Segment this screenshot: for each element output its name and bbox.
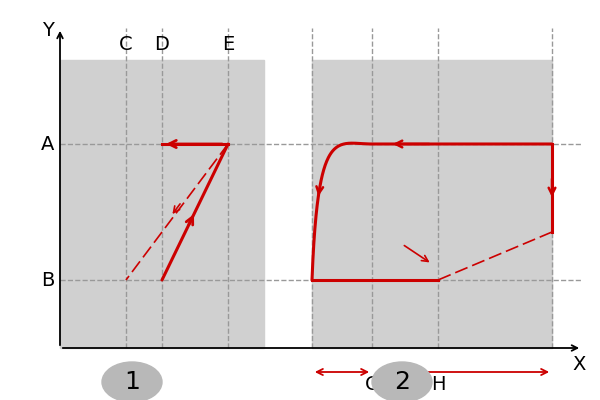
Ellipse shape: [102, 362, 162, 400]
Text: Y: Y: [42, 21, 54, 40]
Text: D: D: [155, 34, 169, 54]
Text: 1: 1: [124, 370, 140, 394]
Text: H: H: [431, 374, 445, 394]
Bar: [312, 60, 552, 348]
Text: X: X: [572, 354, 586, 374]
Text: E: E: [222, 34, 234, 54]
Text: A: A: [41, 134, 55, 154]
Ellipse shape: [372, 362, 432, 400]
Text: C: C: [119, 34, 133, 54]
Bar: [60, 60, 264, 348]
Text: 2: 2: [394, 370, 410, 394]
Text: B: B: [41, 270, 55, 290]
Text: F: F: [139, 374, 149, 394]
Text: G: G: [364, 374, 380, 394]
